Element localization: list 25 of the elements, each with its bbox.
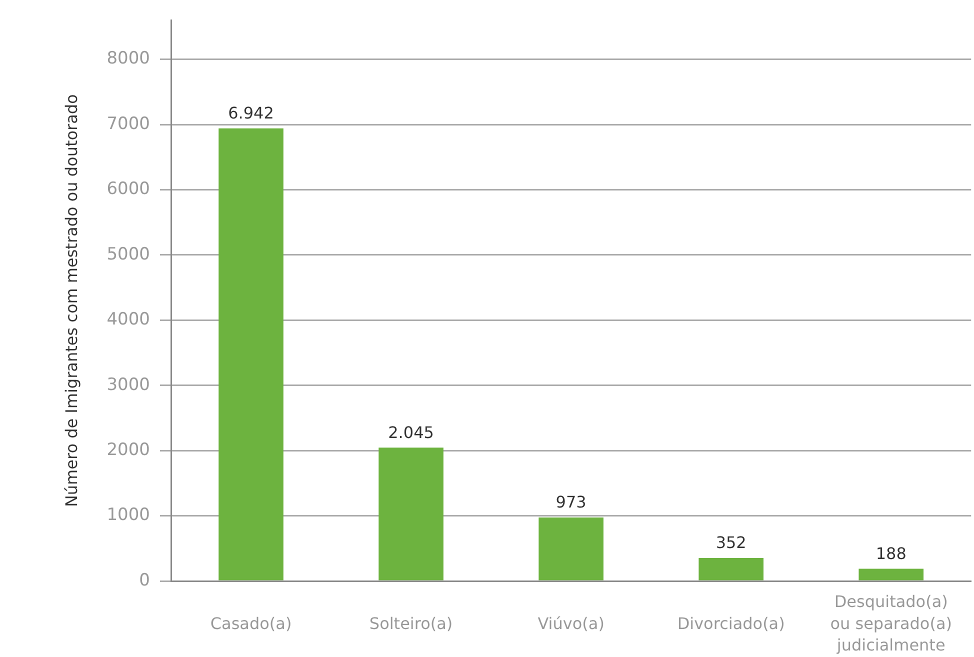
data-label: 6.942 (228, 103, 274, 122)
y-tick-label: 5000 (106, 244, 150, 264)
x-tick-label: Solteiro(a) (369, 614, 453, 633)
y-tick-label: 6000 (106, 179, 150, 200)
bar (858, 568, 924, 580)
bar (378, 448, 444, 580)
bar (538, 518, 604, 580)
y-tick-label: 1000 (106, 505, 150, 526)
data-label: 352 (716, 533, 746, 552)
x-tick-label: Casado(a) (210, 614, 292, 633)
y-axis-title: Número de Imigrantes com mestrado ou doutorado (62, 94, 81, 508)
y-tick-label: 7000 (106, 114, 150, 134)
y-tick-label: 2000 (106, 440, 150, 460)
data-label: 973 (556, 492, 586, 512)
data-label: 188 (876, 544, 906, 563)
x-tick-label: Divorciado(a) (677, 614, 785, 633)
bar (218, 128, 284, 580)
bar (698, 558, 764, 580)
data-label: 2.045 (388, 422, 434, 442)
y-tick-label: 3000 (106, 374, 150, 395)
y-tick-label: 8000 (106, 48, 150, 69)
y-tick-label: 4000 (106, 310, 150, 330)
x-tick-label: Viúvo(a) (538, 614, 604, 633)
y-tick-label: 0 (139, 570, 150, 590)
x-tick-label: Desquitado(a) ou separado(a) judicialmente (830, 592, 952, 654)
